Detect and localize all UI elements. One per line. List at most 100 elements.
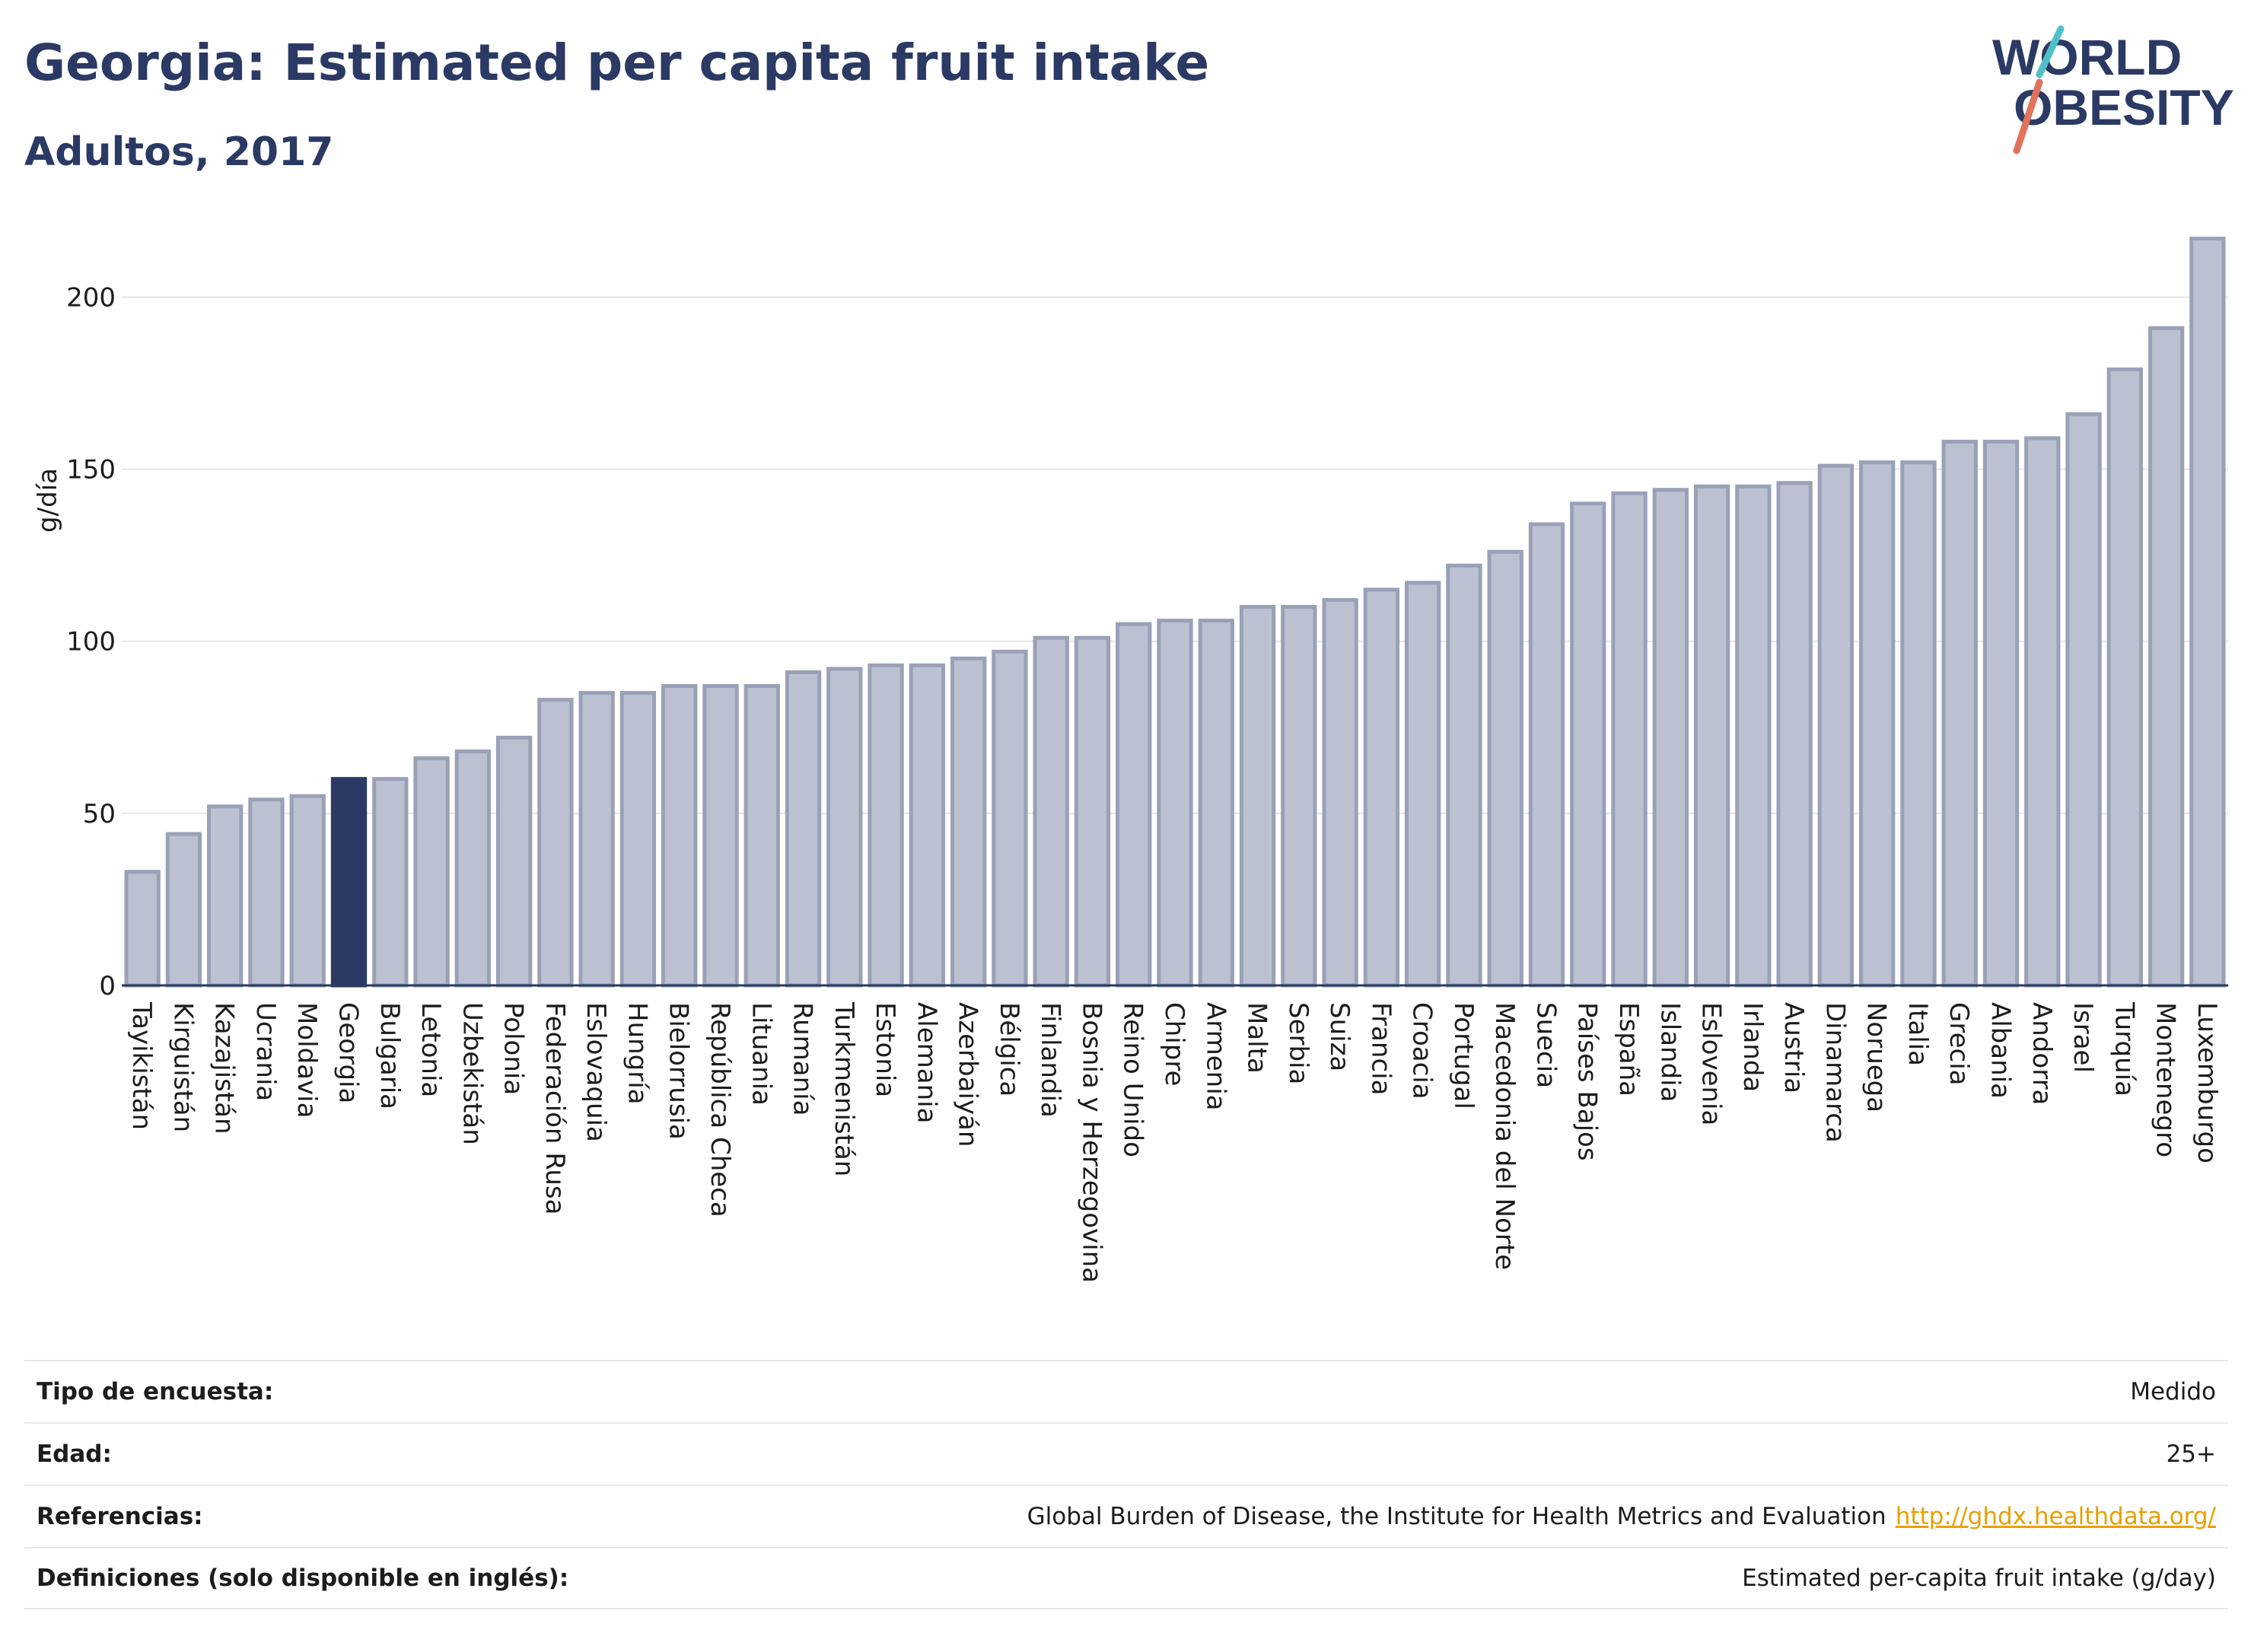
bar-lituania <box>743 684 780 988</box>
info-value-group: Global Burden of Disease, the Institute … <box>1027 1503 2216 1530</box>
bar-kazajistán <box>207 804 244 988</box>
x-tick-label: Lituania <box>746 1002 776 1106</box>
y-tick-label: 50 <box>83 799 116 829</box>
bar-chart: 0 50 100 150 200 Tayikistán Kirguistán Kazajis… <box>33 237 2228 1283</box>
x-tick-label: Grecia <box>1944 1002 1974 1085</box>
logo-slash-teal <box>2036 25 2065 78</box>
bar-francia <box>1363 587 1400 988</box>
x-tick-label: Croacia <box>1407 1002 1438 1100</box>
x-tick-label: Eslovenia <box>1696 1002 1727 1125</box>
bar-eslovaquia <box>578 691 615 988</box>
info-row-age: Edad: 25+ <box>24 1422 2228 1485</box>
x-tick-label: Bielorrusia <box>664 1002 694 1140</box>
x-tick-label: Letonia <box>415 1002 446 1097</box>
x-tick-label: Hungría <box>622 1002 652 1105</box>
info-value: 25+ <box>2166 1440 2216 1468</box>
x-tick-label: Suiza <box>1324 1002 1355 1071</box>
bar-azerbaiyán <box>950 656 987 988</box>
x-tick-label: Israel <box>2068 1002 2098 1073</box>
info-table: Tipo de encuesta: Medido Edad: 25+ Refer… <box>24 1360 2228 1609</box>
bar-bélgica <box>992 649 1028 988</box>
x-tick-label: Andorra <box>2027 1002 2057 1105</box>
bar-república-checa <box>702 684 739 988</box>
bar-federación-rusa <box>537 698 574 988</box>
x-tick-labels: Tayikistán Kirguistán Kazajistán Ucrania Mol… <box>126 1001 2222 1283</box>
x-tick-label: Dinamarca <box>1820 1002 1850 1143</box>
x-tick-label: Macedonia del Norte <box>1489 1002 1520 1270</box>
bar-finlandia <box>1033 635 1069 988</box>
chart-subtitle: Adultos, 2017 <box>24 129 334 175</box>
x-tick-label: Países Bajos <box>1572 1002 1603 1161</box>
bar-rumanía <box>785 670 822 988</box>
bar-kirguistán <box>165 832 202 988</box>
reference-link[interactable]: http://ghdx.healthdata.org/ <box>1895 1503 2216 1530</box>
y-tick-label: 100 <box>66 627 116 657</box>
x-tick-label: Finlandia <box>1035 1002 1065 1118</box>
x-tick-label: Bélgica <box>994 1002 1024 1097</box>
x-tick-label: Estonia <box>870 1002 900 1097</box>
x-tick-label: Noruega <box>1861 1002 1892 1112</box>
bar-armenia <box>1198 619 1234 988</box>
x-tick-label: Chipre <box>1159 1002 1189 1086</box>
info-label: Edad: <box>37 1440 112 1468</box>
bar-macedonia-del-norte <box>1487 549 1523 988</box>
bar-polonia <box>495 735 533 988</box>
bar-estonia <box>868 663 904 988</box>
bars <box>124 237 2226 988</box>
bar-letonia <box>413 756 450 988</box>
y-tick-label: 0 <box>99 971 116 1001</box>
info-row-references: Referencias: Global Burden of Disease, t… <box>24 1485 2228 1547</box>
x-tick-label: Ucrania <box>250 1002 281 1101</box>
bar-israel <box>2065 412 2102 988</box>
bar-croacia <box>1404 581 1441 988</box>
x-tick-label: Tayikistán <box>126 1001 157 1130</box>
x-tick-label: República Checa <box>705 1002 735 1218</box>
x-tick-label: Reino Unido <box>1118 1002 1148 1157</box>
info-value: Estimated per-capita fruit intake (g/day… <box>1742 1564 2216 1592</box>
bar-grecia <box>1941 439 1978 988</box>
bar-serbia <box>1281 605 1317 988</box>
bar-españa <box>1611 491 1648 988</box>
x-tick-label: Austria <box>1778 1002 1809 1093</box>
x-tick-label: Italia <box>1902 1002 1933 1066</box>
bar-bielorrusia <box>661 684 698 988</box>
bar-alemania <box>909 663 946 988</box>
x-tick-label: Rumanía <box>788 1002 818 1116</box>
info-value: Global Burden of Disease, the Institute … <box>1027 1503 1886 1530</box>
world-obesity-logo: WORLD OBESITY <box>1992 25 2234 154</box>
x-tick-label: Irlanda <box>1737 1002 1768 1092</box>
y-tick-label: 150 <box>66 455 116 485</box>
bar-austria <box>1776 481 1813 988</box>
x-tick-label: Luxemburgo <box>2192 1002 2222 1163</box>
x-tick-label: Serbia <box>1283 1002 1313 1084</box>
bar-montenegro <box>2148 326 2185 988</box>
x-tick-label: Uzbekistán <box>457 1002 487 1145</box>
bar-ucrania <box>248 797 285 988</box>
bar-turkmenistán <box>826 667 863 988</box>
logo-text-world: WORLD <box>1992 29 2182 85</box>
bar-países-bajos <box>1570 501 1606 988</box>
y-tick-labels: 0 50 100 150 200 <box>66 282 116 1001</box>
bar-islandia <box>1652 488 1689 988</box>
bar-italia <box>1900 460 1937 988</box>
x-tick-label: Azerbaiyán <box>953 1002 983 1147</box>
bar-georgia <box>330 777 368 988</box>
x-tick-label: Polonia <box>498 1002 529 1095</box>
x-tick-label: Armenia <box>1200 1002 1231 1111</box>
x-tick-label: Bulgaria <box>374 1002 405 1109</box>
bar-suiza <box>1322 597 1358 988</box>
logo-text-obesity: OBESITY <box>2014 79 2234 135</box>
bar-portugal <box>1446 563 1482 988</box>
x-tick-label: Islandia <box>1654 1002 1685 1102</box>
y-axis-label: g/día <box>33 468 63 533</box>
x-tick-label: España <box>1613 1002 1644 1097</box>
x-tick-label: Suecia <box>1530 1002 1561 1088</box>
bar-malta <box>1239 605 1276 988</box>
bar-moldavia <box>289 794 326 988</box>
x-tick-label: Bosnia y Herzegovina <box>1076 1002 1106 1283</box>
info-label: Tipo de encuesta: <box>37 1378 274 1405</box>
x-tick-label: Albania <box>1985 1002 2015 1099</box>
x-tick-label: Turquía <box>2109 1001 2139 1097</box>
bar-chipre <box>1157 619 1193 988</box>
bar-irlanda <box>1735 484 1772 988</box>
